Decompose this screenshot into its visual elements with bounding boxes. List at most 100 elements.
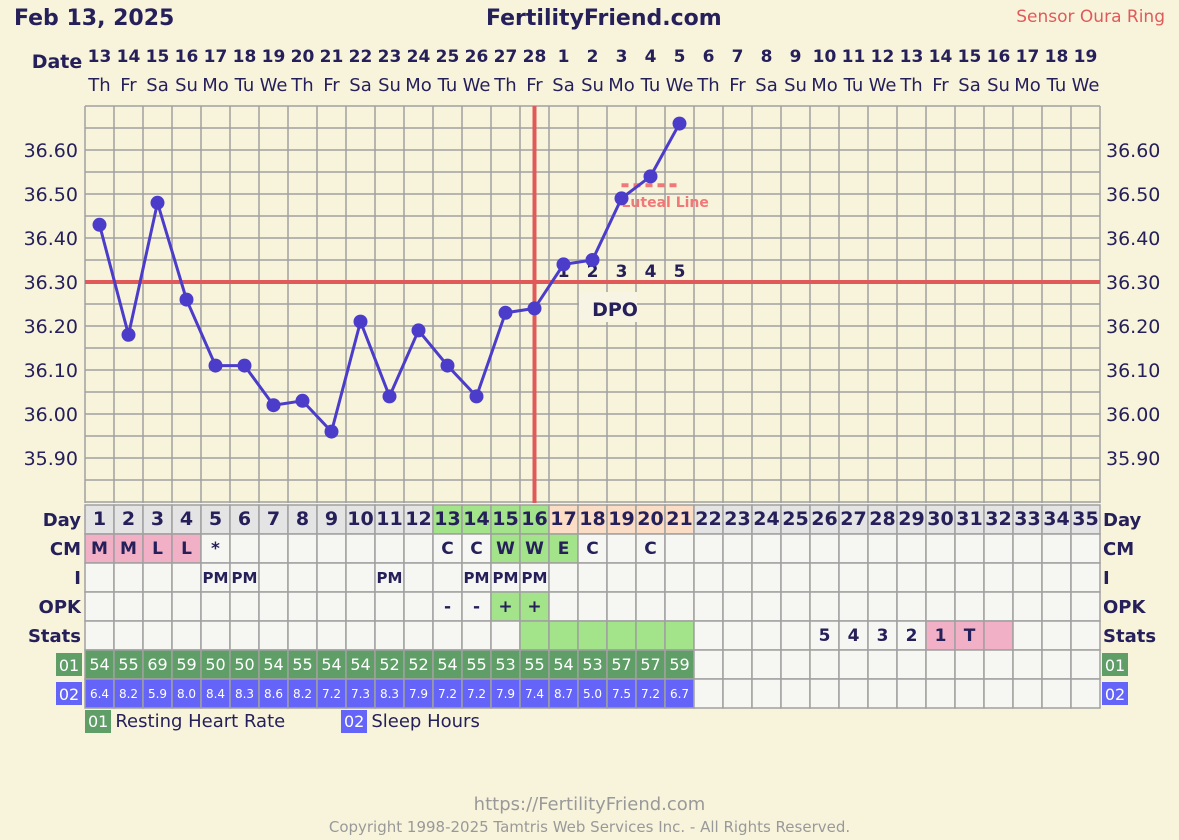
stats-cell	[432, 620, 463, 651]
rhr-cell	[374, 649, 405, 680]
weekday-tick: Fr	[932, 75, 949, 96]
day-cell	[722, 504, 753, 535]
rhr-text: 54	[321, 655, 341, 674]
cm-cell	[867, 533, 898, 564]
intercourse-cell	[606, 562, 637, 593]
cm-cell	[925, 533, 956, 564]
sleep-text: 7.9	[409, 687, 428, 701]
day-text: 35	[1072, 508, 1098, 530]
sleep-text: 7.5	[612, 687, 631, 701]
intercourse-cell	[316, 562, 347, 593]
temperature-point	[237, 358, 252, 373]
date-tick: 24	[407, 47, 431, 67]
intercourse-text: PM	[203, 569, 229, 587]
stats-cell	[316, 620, 347, 651]
sleep-cell	[577, 678, 608, 709]
rhr-cell	[606, 649, 637, 680]
stats-cell	[693, 620, 724, 651]
cm-cell	[432, 533, 463, 564]
cm-cell	[461, 533, 492, 564]
temperature-point	[643, 169, 658, 184]
rhr-cell	[983, 649, 1014, 680]
date-tick: 3	[616, 47, 628, 67]
weekday-tick: Sa	[552, 75, 574, 96]
intercourse-cell	[954, 562, 985, 593]
intercourse-cell	[1012, 562, 1043, 593]
sleep-legend-label: Sleep Hours	[371, 711, 480, 732]
day-text: 19	[608, 508, 634, 530]
stats-cell	[954, 620, 985, 651]
intercourse-cell	[432, 562, 463, 593]
day-text: 25	[782, 508, 808, 530]
row-label-right: Day	[1103, 510, 1142, 531]
date-tick: 10	[813, 47, 837, 67]
cm-text: W	[525, 539, 544, 559]
intercourse-cell	[113, 562, 144, 593]
y-tick-right: 36.30	[1106, 272, 1160, 294]
intercourse-cell	[1070, 562, 1101, 593]
sleep-cell	[1012, 678, 1043, 709]
stats-cell	[983, 620, 1014, 651]
y-tick-left: 36.00	[24, 404, 78, 426]
intercourse-cell	[896, 562, 927, 593]
temperature-point	[527, 301, 542, 316]
stats-cell	[1070, 620, 1101, 651]
day-text: 22	[695, 508, 721, 530]
weekday-tick: We	[666, 75, 694, 96]
opk-cell	[1070, 591, 1101, 622]
date-tick: 9	[790, 47, 802, 67]
date-tick: 28	[523, 47, 547, 67]
day-cell	[171, 504, 202, 535]
footer-url[interactable]: https://FertilityFriend.com	[473, 794, 706, 815]
cm-cell	[316, 533, 347, 564]
dpo-number: 5	[674, 262, 686, 282]
cm-cell	[954, 533, 985, 564]
intercourse-cell	[722, 562, 753, 593]
rhr-text: 59	[176, 655, 196, 674]
day-text: 11	[376, 508, 402, 530]
day-text: 26	[811, 508, 837, 530]
temperature-point	[672, 116, 687, 131]
chart-date: Feb 13, 2025	[14, 6, 175, 31]
rhr-text: 69	[147, 655, 167, 674]
intercourse-text: PM	[377, 569, 403, 587]
cm-cell	[722, 533, 753, 564]
opk-cell	[896, 591, 927, 622]
stats-text: 4	[848, 626, 860, 646]
day-text: 24	[753, 508, 779, 530]
opk-cell	[780, 591, 811, 622]
opk-cell	[925, 591, 956, 622]
rhr-cell	[780, 649, 811, 680]
weekday-tick: Th	[290, 75, 313, 96]
stats-cell	[345, 620, 376, 651]
rhr-cell	[1012, 649, 1043, 680]
opk-cell	[316, 591, 347, 622]
day-text: 27	[840, 508, 866, 530]
cm-text: C	[470, 539, 482, 559]
rhr-cell	[577, 649, 608, 680]
rhr-cell	[142, 649, 173, 680]
cm-cell	[229, 533, 260, 564]
stats-cell	[461, 620, 492, 651]
stats-cell	[142, 620, 173, 651]
stats-cell	[258, 620, 289, 651]
day-text: 18	[579, 508, 605, 530]
sleep-cell	[84, 678, 115, 709]
weekday-tick: Sa	[349, 75, 371, 96]
temperature-point	[121, 327, 136, 342]
rhr-text: 55	[466, 655, 486, 674]
weekday-tick: Tu	[640, 75, 661, 96]
sleep-text: 5.9	[148, 687, 167, 701]
stats-cell	[287, 620, 318, 651]
day-text: 9	[325, 508, 338, 530]
rhr-cell	[664, 649, 695, 680]
opk-cell	[1041, 591, 1072, 622]
day-text: 20	[637, 508, 663, 530]
stats-cell	[577, 620, 608, 651]
day-text: 10	[347, 508, 373, 530]
rhr-cell	[490, 649, 521, 680]
weekday-tick: Fr	[120, 75, 137, 96]
y-tick-left: 36.50	[24, 184, 78, 206]
day-text: 13	[434, 508, 460, 530]
date-tick: 4	[645, 47, 657, 67]
